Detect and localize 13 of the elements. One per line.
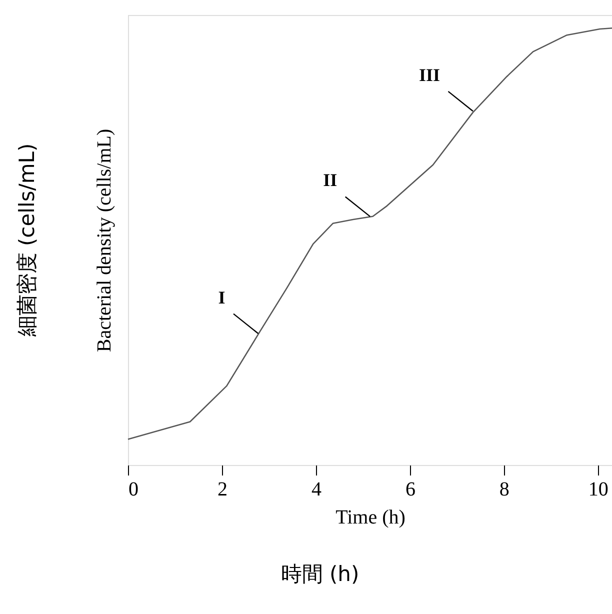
x-tick-label: 2: [217, 478, 228, 500]
annotation: II: [323, 170, 338, 190]
y-axis-title: Bacterial density (cells/mL): [94, 128, 116, 352]
x-axis-title: Time (h): [336, 506, 406, 528]
annotation: III: [419, 64, 440, 85]
x-tick-label: 4: [311, 478, 322, 500]
x-tick-label: 8: [499, 478, 510, 500]
x-tick-label: 6: [405, 478, 416, 500]
annotation: I: [218, 287, 226, 308]
x-tick-label: 0: [128, 478, 138, 500]
x-tick-label: 10: [588, 478, 608, 500]
text: 時間 (h): [280, 562, 360, 586]
text: 細菌密度 (cells/mL): [15, 143, 39, 338]
